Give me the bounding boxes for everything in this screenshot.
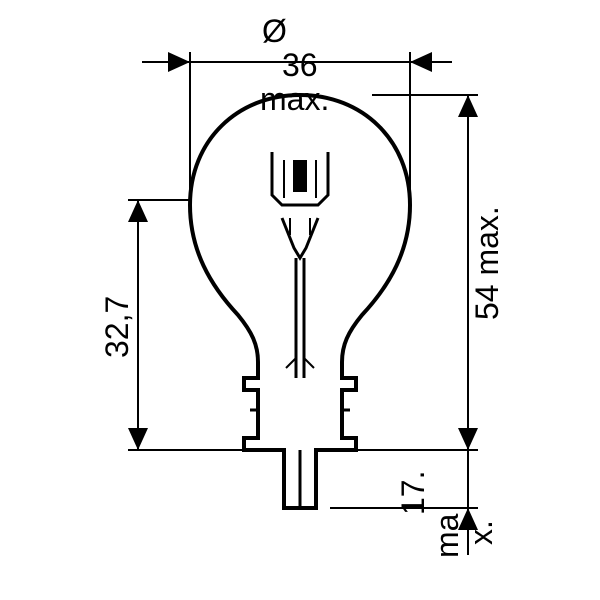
diameter-symbol: Ø: [262, 13, 287, 49]
bulb-technical-drawing: Ø 36 max. 54 max. 32,7 17: [0, 0, 600, 600]
filament-assembly: [272, 152, 328, 378]
pin-suffix-1: ma: [429, 513, 465, 558]
total-height-value: 54 max.: [469, 206, 505, 320]
base-height-dimension: 32,7: [99, 200, 244, 450]
pin-length-dimension: 17. ma x.: [330, 450, 499, 558]
pin-suffix-2: x.: [463, 520, 499, 545]
base-height-value: 32,7: [99, 296, 135, 358]
total-height-dimension: 54 max.: [356, 95, 505, 450]
bulb-outline: [190, 95, 410, 508]
diameter-value: 36: [282, 47, 318, 83]
pin-length-value: 17.: [395, 471, 431, 515]
